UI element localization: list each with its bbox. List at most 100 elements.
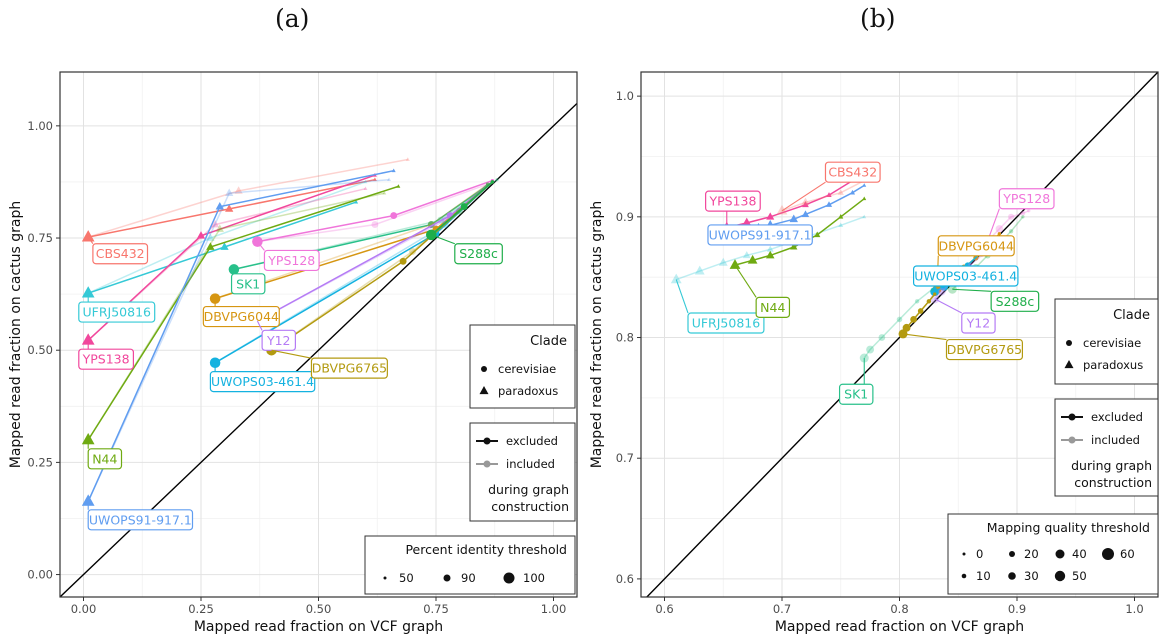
data-point-N44 — [790, 242, 798, 250]
data-point-CBS432 — [776, 204, 788, 215]
label-box-YPS138 — [705, 190, 761, 212]
data-point-YPS138 — [363, 186, 368, 191]
label-text-Y12: Y12 — [266, 333, 291, 348]
label-leader-DBVPG6765 — [902, 333, 947, 341]
data-point-UFRJ50816 — [363, 179, 368, 184]
legend-label: 100 — [523, 571, 545, 585]
legend-label: included — [506, 457, 555, 471]
label-box-N44 — [87, 448, 123, 470]
legend-label: excluded — [1091, 410, 1143, 424]
data-point-CBS432 — [234, 186, 243, 194]
label-text-UFRJ50816: UFRJ50816 — [692, 316, 761, 331]
data-point-SK1 — [878, 334, 886, 341]
data-point-UFRJ50816 — [694, 265, 705, 275]
legend-clade: Clade cerevisiae paradoxus — [469, 324, 576, 409]
series-line-UWOPS91-917.1 — [87, 169, 394, 502]
label-box-UFRJ50816 — [687, 312, 765, 334]
data-point-UWOPS91-917.1 — [789, 214, 799, 223]
legend-caption: during graph — [488, 482, 569, 497]
legend-label: 60 — [1120, 547, 1135, 561]
series-line-YPS128 — [987, 210, 1030, 242]
label-text-YPS138: YPS138 — [708, 194, 756, 209]
label-leader-CBS432 — [87, 236, 94, 245]
x-tick-label: 0.25 — [188, 602, 214, 616]
series-line-UWOPS91-917.1 — [87, 178, 390, 502]
label-text-CBS432: CBS432 — [828, 165, 877, 180]
data-point-N44 — [747, 254, 758, 264]
label-text-Y12: Y12 — [966, 316, 991, 331]
label-box-UWOPS03-461.4 — [912, 265, 1019, 287]
y-tick-label: 0.00 — [27, 568, 53, 582]
diagonal-line — [645, 72, 1158, 597]
label-leader-YPS128 — [256, 241, 265, 251]
data-point-S288c — [460, 203, 468, 211]
legend-triangle-marker — [479, 386, 489, 395]
label-box-S288c — [454, 243, 503, 265]
label-box-YPS138 — [78, 348, 135, 370]
data-point-SK1 — [896, 316, 903, 323]
label-text-UWOPS91-917.1: UWOPS91-917.1 — [709, 227, 812, 242]
data-layer — [81, 157, 499, 506]
x-axis-title: Mapped read fraction on VCF graph — [194, 619, 443, 635]
legend-label: paradoxus — [498, 384, 558, 398]
label-text-UWOPS03-461.4: UWOPS03-461.4 — [211, 374, 314, 389]
label-text-S288c: S288c — [459, 246, 498, 261]
legend-label: 10 — [976, 569, 991, 583]
data-point-YPS128 — [1008, 213, 1015, 220]
data-point-DBVPG6765 — [399, 257, 407, 265]
legend-label: cerevisiae — [498, 362, 556, 376]
label-box-CBS432 — [92, 243, 149, 265]
label-box-DBVPG6044 — [937, 235, 1015, 257]
data-point-UWOPS91-917.1 — [801, 210, 810, 217]
series-line-YPS128 — [257, 183, 488, 243]
legend-title: Mapping quality threshold — [987, 520, 1150, 535]
legend-circle-marker — [1066, 340, 1072, 346]
label-text-SK1: SK1 — [236, 276, 260, 291]
label-box-DBVPG6765 — [945, 338, 1024, 361]
data-point-UFRJ50816 — [220, 242, 229, 250]
series-line-UFRJ50816 — [676, 216, 865, 281]
legend-construction: excluded included during graph construction — [1054, 398, 1159, 497]
label-text-DBVPG6765: DBVPG6765 — [312, 361, 387, 376]
label-text-UWOPS03-461.4: UWOPS03-461.4 — [914, 268, 1017, 283]
label-leader-DBVPG6765 — [271, 349, 312, 359]
label-box-N44 — [755, 296, 791, 318]
data-point-CBS432 — [837, 189, 844, 195]
data-point-N44 — [765, 250, 775, 259]
label-text-DBVPG6044: DBVPG6044 — [204, 309, 279, 324]
panel-a: CBS432 UFRJ50816 YPS138 N44 UWOPS91-917.1 YPS… — [8, 71, 578, 635]
data-point-DBVPG6765 — [902, 323, 911, 332]
label-layer: CBS432 UFRJ50816 YPS138 N44 UWOPS91-917.1 YPS… — [78, 234, 503, 531]
legend-label: 0 — [976, 547, 983, 561]
data-point-Y12 — [937, 287, 946, 296]
label-text-DBVPG6765: DBVPG6765 — [947, 342, 1022, 357]
legend-box — [469, 324, 576, 409]
legend-size-marker — [1102, 548, 1114, 560]
data-point-YPS138 — [766, 212, 775, 220]
y-tick-label: 0.8 — [616, 331, 634, 345]
y-axis-title: Mapped read fraction on cactus graph — [8, 201, 24, 469]
label-box-CBS432 — [824, 161, 881, 183]
y-tick-label: 0.50 — [27, 343, 53, 357]
legend-title: Clade — [1113, 308, 1150, 323]
y-tick-label: 0.9 — [616, 210, 634, 224]
series-line-UFRJ50816 — [87, 181, 366, 294]
legend-size-marker — [383, 576, 387, 580]
data-point-UWOPS91-917.1 — [391, 168, 396, 173]
label-box-UWOPS03-461.4 — [209, 371, 316, 393]
data-point-UFRJ50816 — [81, 286, 95, 298]
legend-size-marker — [1008, 572, 1016, 580]
legend-label: 50 — [1072, 569, 1087, 583]
legend-label: 50 — [399, 571, 414, 585]
x-tick-label: 1.0 — [1125, 602, 1143, 616]
data-point-YPS128 — [371, 221, 379, 229]
label-box-SK1 — [230, 273, 266, 295]
series-line-SK1 — [863, 288, 933, 359]
label-text-SK1: SK1 — [844, 387, 868, 402]
data-point-UWOPS91-917.1 — [215, 202, 224, 210]
data-point-N44 — [81, 432, 95, 445]
label-text-N44: N44 — [92, 451, 117, 466]
legend-construction: excluded included during graph construction — [469, 422, 576, 522]
legend-size-marker — [1009, 551, 1015, 557]
